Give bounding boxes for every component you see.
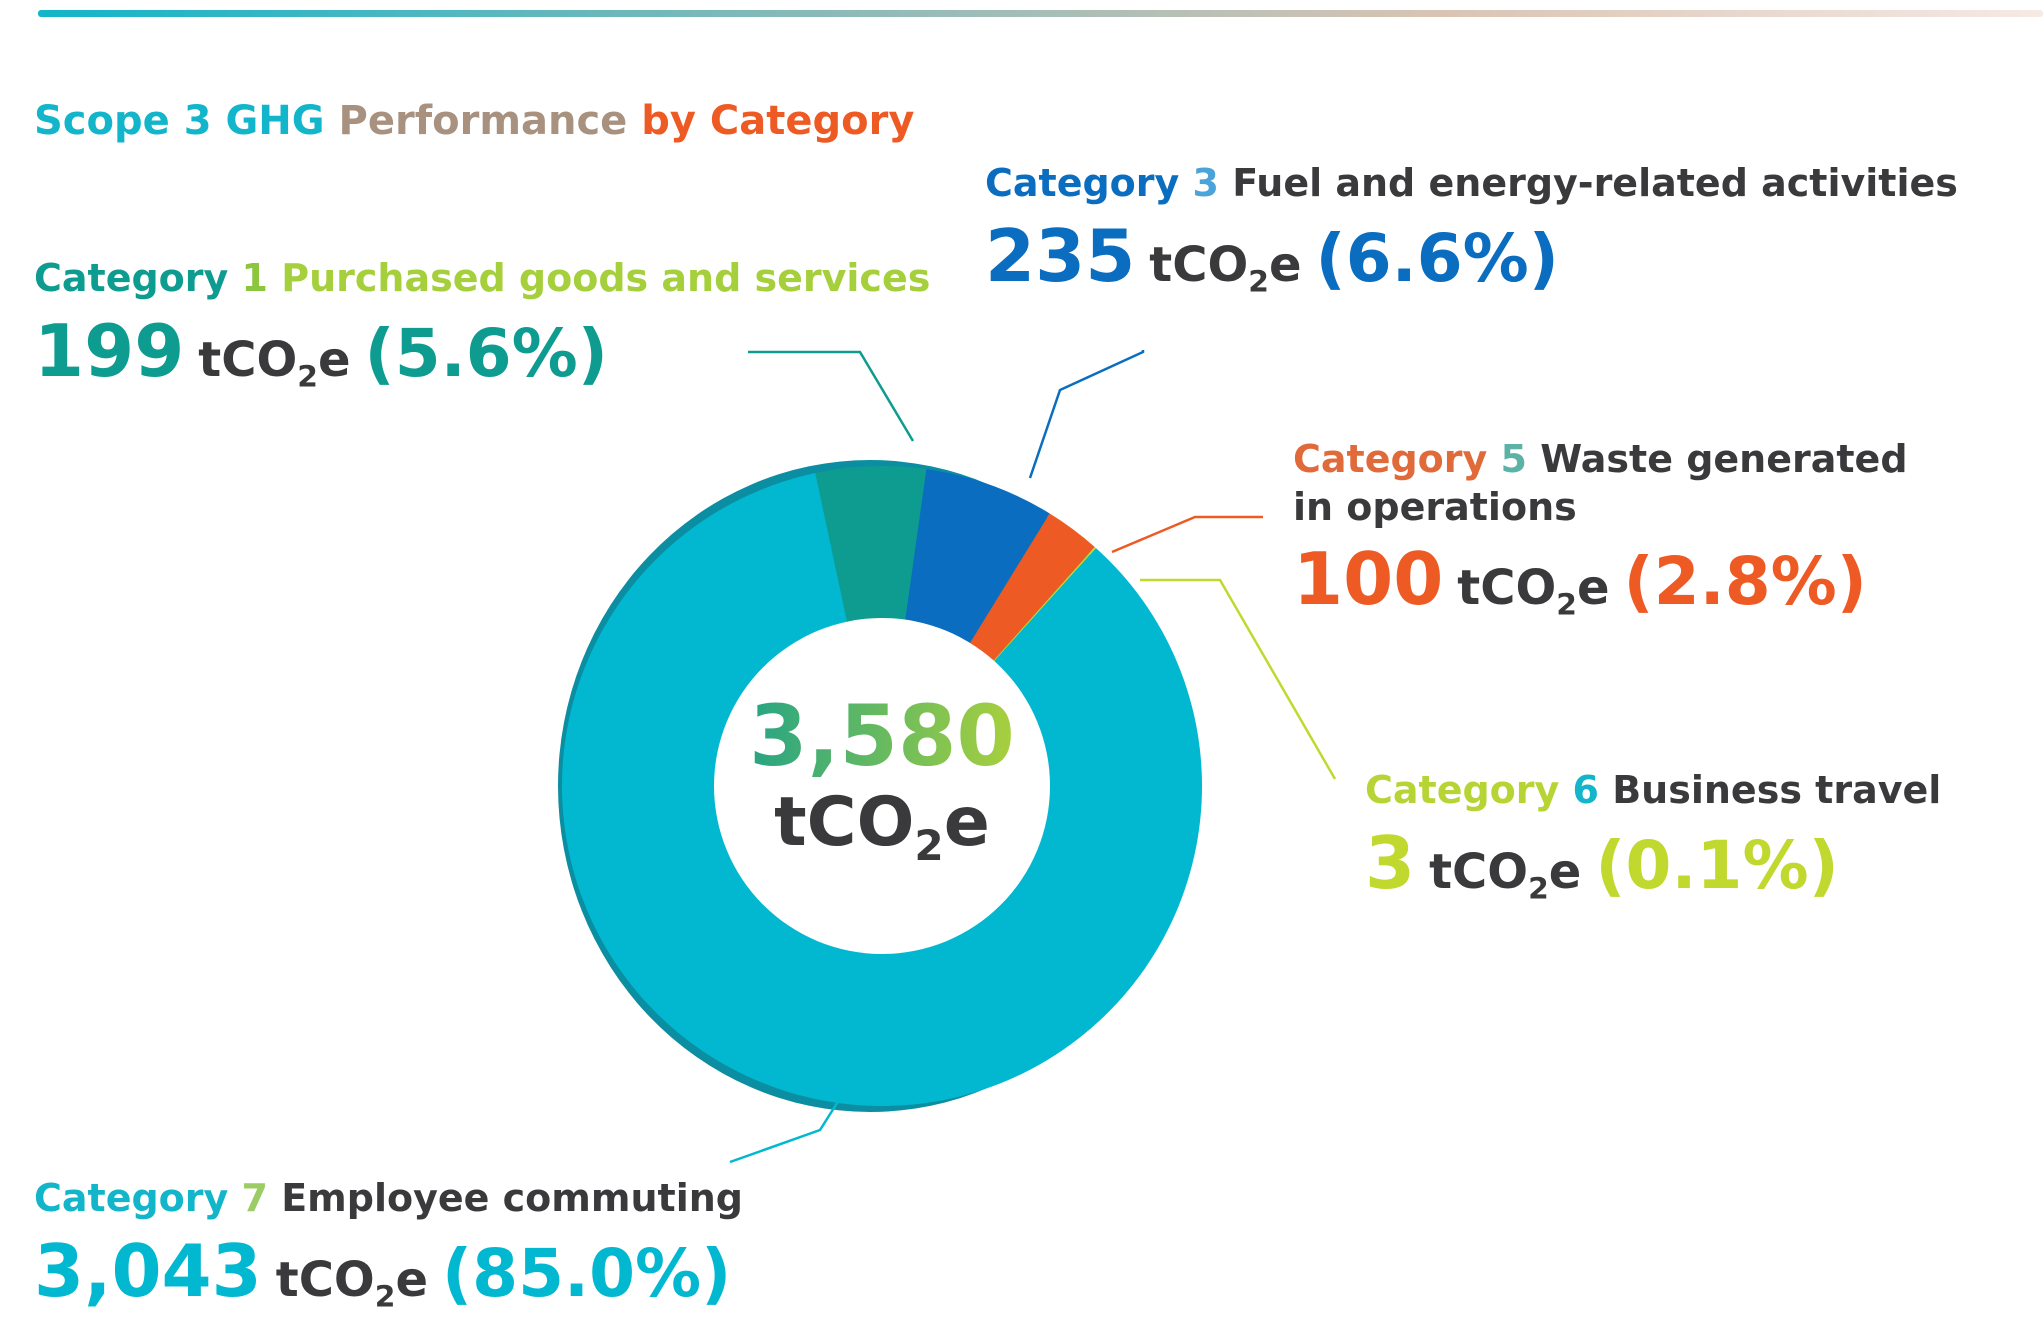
center-total: 3,580 tCO2e — [700, 690, 1064, 871]
callout-label: Category 3 Fuel and energy-related activ… — [985, 161, 1958, 205]
leader-lines — [729, 350, 1337, 1164]
callout-label: Category 7 Employee commuting — [34, 1176, 743, 1220]
title-part-1: Scope 3 GHG — [34, 98, 325, 144]
donut-hole — [714, 618, 1050, 954]
callout-label: Category 1 Purchased goods and services — [34, 256, 931, 300]
callout-category-1: Category 1 Purchased goods and services … — [34, 255, 930, 393]
callout-value: 235 tCO2e (6.6%) — [985, 213, 1559, 299]
title-part-2: Performance — [338, 98, 628, 144]
leader-line-cat1 — [748, 350, 915, 442]
callout-value: 100 tCO2e (2.8%) — [1293, 537, 1867, 623]
callout-category-3: Category 3 Fuel and energy-related activ… — [985, 160, 1958, 298]
callout-category-6: Category 6 Business travel 3 tCO2e (0.1%) — [1365, 767, 1941, 905]
leader-line-cat5 — [1111, 515, 1263, 554]
callout-category-5: Category 5 Waste generated in operations… — [1293, 436, 1908, 621]
leader-line-cat6 — [1140, 578, 1337, 780]
callout-value: 3 tCO2e (0.1%) — [1365, 820, 1839, 906]
leader-line-cat3 — [1028, 350, 1145, 479]
callout-label: Category 6 Business travel — [1365, 768, 1942, 812]
callout-label: Category 5 Waste generated — [1293, 437, 1908, 481]
top-gradient-rule — [38, 10, 2043, 17]
center-total-unit: tCO2e — [774, 783, 990, 871]
callout-value: 199 tCO2e (5.6%) — [34, 308, 608, 394]
callout-category-7: Category 7 Employee commuting 3,043 tCO2e… — [34, 1175, 743, 1313]
leader-line-cat7 — [729, 1061, 865, 1164]
callout-value: 3,043 tCO2e (85.0%) — [34, 1228, 732, 1314]
chart-title: Scope 3 GHG Performance by Category — [34, 98, 914, 144]
center-total-value: 3,580 — [700, 690, 1064, 783]
title-part-3: by Category — [641, 98, 915, 144]
callout-label-line-2: in operations — [1293, 484, 1577, 529]
